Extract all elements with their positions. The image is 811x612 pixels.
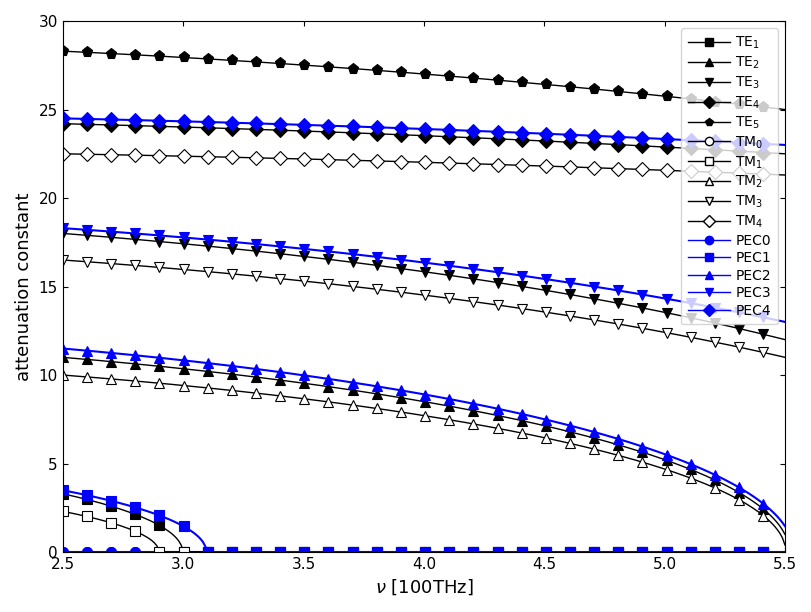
Legend: TE$_1$, TE$_2$, TE$_3$, TE$_4$, TE$_5$, TM$_0$, TM$_1$, TM$_2$, TM$_3$, TM$_4$, : TE$_1$, TE$_2$, TE$_3$, TE$_4$, TE$_5$, … (680, 28, 777, 324)
X-axis label: $\nu$ [100THz]: $\nu$ [100THz] (374, 578, 473, 597)
Y-axis label: attenuation constant: attenuation constant (15, 192, 33, 381)
